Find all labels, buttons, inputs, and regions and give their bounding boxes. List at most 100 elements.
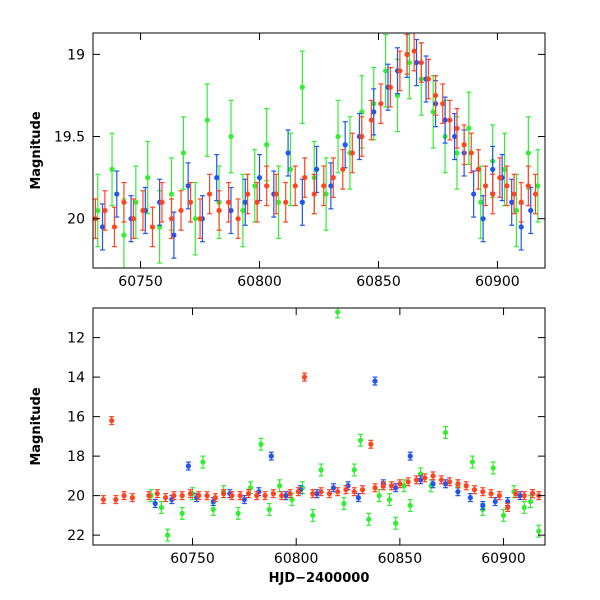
x-tick-label: 60750 [118,274,163,290]
data-point [204,117,210,123]
data-point [529,491,536,497]
data-point [366,516,372,522]
data-point [326,491,332,497]
data-point [376,493,382,499]
y-tick-label: 14 [67,370,85,386]
data-point [480,489,486,495]
data-point [480,216,486,222]
data-point [266,506,272,513]
data-point [162,495,169,501]
data-point [256,175,263,181]
data-point [149,224,156,230]
data-point [145,175,151,181]
data-point [401,483,407,489]
data-point [129,495,135,501]
data-point [387,84,393,90]
data-point [471,191,477,197]
data-point [468,150,474,156]
data-point [171,232,177,238]
data-point [490,465,496,471]
data-point [252,183,258,189]
y-axis-label: Magnitude [29,387,44,466]
data-point [310,512,316,518]
data-point [171,493,177,499]
data-point [418,59,424,66]
data-point [349,150,355,156]
data-point [430,109,436,115]
data-point [466,125,472,131]
data-point [323,191,329,197]
data-point [404,51,410,57]
data-point [496,493,502,499]
data-point [235,216,241,222]
plot-area [100,308,542,542]
data-point [212,495,218,501]
data-point [359,487,366,493]
data-point [214,175,220,181]
data-point [438,477,444,483]
data-point [455,481,461,487]
data-point [482,183,489,189]
data-point [314,491,320,497]
data-point [355,495,361,501]
data-point [504,183,510,189]
data-point [318,489,324,495]
data-point [517,493,523,499]
data-point [407,502,413,509]
data-point [500,512,507,518]
data-point [372,485,378,491]
data-point [328,183,334,189]
data-point [497,175,503,181]
data-point [513,207,520,214]
data-point [417,471,424,477]
data-point [285,150,291,156]
data-point [442,429,449,436]
data-point [185,183,191,189]
data-point [279,493,285,499]
data-point [283,199,289,205]
data-point [386,496,393,503]
data-point [130,216,137,222]
data-point [318,467,324,473]
data-point [245,191,251,197]
data-point [216,207,222,214]
panel-bottom: 60750 60800 60850 60900 12 14 16 18 20 22 Magnitud… [29,307,546,586]
data-point [372,378,378,384]
data-point [228,133,234,140]
data-point [314,166,320,172]
data-point [425,76,432,82]
data-point [368,441,374,447]
data-point [159,199,165,205]
data-point [340,166,346,172]
x-tick-label: 60850 [356,274,401,290]
data-point [417,477,424,483]
data-point [475,166,481,172]
data-point [335,309,341,315]
data-point [187,491,194,497]
data-point [467,495,473,501]
x-tick-label: 60900 [475,274,520,290]
data-point [478,199,484,205]
data-point [413,477,420,483]
axes-frame [92,307,546,546]
data-point [133,199,139,205]
data-point [527,498,534,505]
data-point [343,487,349,493]
data-point [380,483,386,489]
y-tick-label: 20 [67,212,85,228]
data-point [430,481,436,487]
data-point [528,207,534,214]
y-axis-label: Magnitude [29,111,44,190]
data-point [121,493,127,499]
data-point [511,191,517,197]
series-2 [93,33,539,248]
y-tick-label: 12 [67,331,85,347]
data-point [341,500,347,507]
data-point [287,166,294,172]
data-point [432,92,439,99]
data-point [455,489,461,495]
data-point [168,216,175,222]
data-point [95,207,101,214]
data-point [268,453,274,459]
